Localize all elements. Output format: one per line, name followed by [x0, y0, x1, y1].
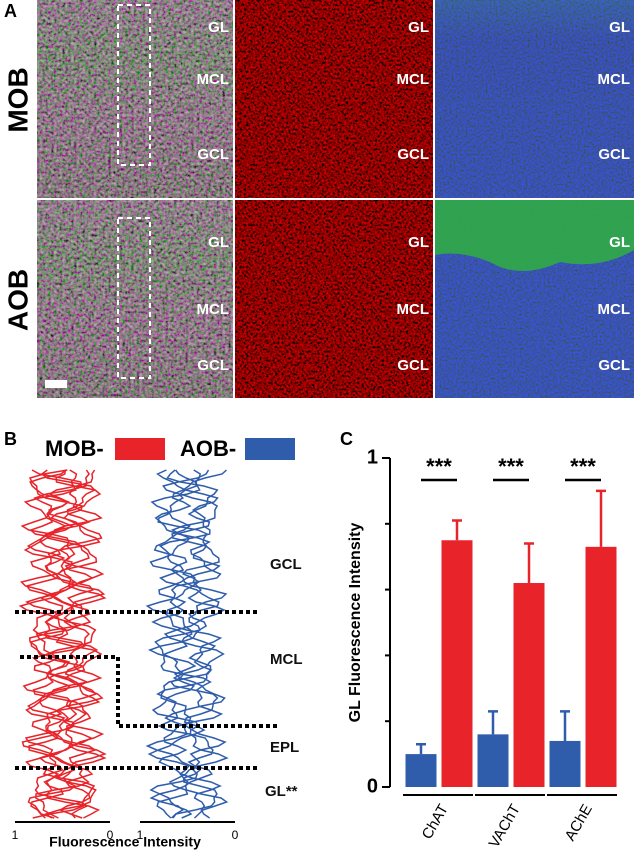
bar: [477, 734, 509, 787]
scale-bar: [45, 380, 67, 388]
layer-label: MCL: [397, 71, 430, 88]
layer-label: GL: [208, 19, 229, 36]
layer-label: MCL: [598, 301, 631, 318]
layer-label: MCL: [397, 301, 430, 318]
x-tick-label: 1: [137, 828, 144, 842]
layer-label: MCL: [197, 301, 230, 318]
layer-label: MCL: [270, 651, 303, 668]
bar: [513, 583, 545, 787]
error-bar: [596, 489, 606, 547]
layer-label: MCL: [197, 71, 230, 88]
profile-trace: [145, 469, 228, 819]
layer-label: GCL: [197, 357, 229, 374]
layer-label: GCL: [397, 146, 429, 163]
layer-label: GL: [208, 234, 229, 251]
profile-trace: [149, 469, 226, 819]
profile-trace: [145, 469, 229, 819]
profile-trace: [25, 469, 107, 819]
legend-label: AOB-: [180, 436, 236, 461]
glomeruli-staining: [435, 200, 634, 271]
x-tick-label: ChAT: [419, 801, 452, 842]
layer-boundary: [20, 655, 278, 728]
profile-trace: [147, 469, 229, 819]
x-tick-label: 1: [12, 828, 19, 842]
x-tick-label: 0: [107, 828, 114, 842]
profile-trace: [21, 469, 106, 819]
bar: [405, 754, 437, 787]
x-tick-label: AChE: [562, 801, 596, 843]
significance-label: ***: [426, 454, 452, 479]
profile-trace: [25, 469, 101, 819]
error-bar: [560, 710, 570, 741]
panel-label: C: [340, 429, 353, 449]
profile-trace: [149, 469, 228, 819]
layer-label: GL: [609, 19, 630, 36]
micrograph-texture: [435, 0, 634, 198]
layer-label: GCL: [270, 556, 302, 573]
micrograph-texture: [37, 200, 233, 398]
row-label: AOB: [2, 269, 33, 331]
profile-trace: [23, 469, 107, 819]
micrograph-texture: [37, 0, 233, 198]
profile-trace: [24, 469, 103, 819]
x-axis-label: Fluorescence Intensity: [49, 834, 201, 850]
legend-swatch: [115, 438, 165, 460]
layer-label: GCL: [598, 357, 630, 374]
layer-label: MCL: [598, 71, 631, 88]
roi-box: [117, 4, 151, 166]
micrograph-texture: [235, 200, 433, 398]
bar: [549, 740, 581, 787]
x-tick-label: 0: [232, 828, 239, 842]
roi-box: [117, 217, 151, 379]
bar: [585, 546, 617, 787]
error-bar: [416, 742, 426, 755]
layer-label: GL: [609, 234, 630, 251]
bar: [441, 540, 473, 787]
layer-label: GCL: [598, 146, 630, 163]
significance-label: ***: [498, 454, 524, 479]
layer-label: GCL: [197, 146, 229, 163]
y-tick-label: 1: [367, 446, 378, 468]
layer-label: GL**: [265, 783, 298, 800]
row-label: MOB: [2, 67, 33, 132]
error-bar: [452, 519, 462, 541]
profile-trace: [18, 469, 107, 819]
error-bar: [488, 710, 498, 735]
x-tick-label: VAChT: [486, 801, 524, 850]
panel-a-images: [37, 0, 634, 398]
error-bar: [524, 542, 534, 584]
micrograph-texture: [235, 0, 433, 198]
layer-label: GL: [408, 19, 429, 36]
y-axis-label: GL Fluorescence Intensity: [347, 523, 364, 723]
panel-label: B: [4, 429, 17, 449]
legend-label: MOB-: [45, 436, 104, 461]
y-tick-label: 0: [367, 775, 378, 797]
layer-label: GCL: [397, 357, 429, 374]
panel-label: A: [4, 1, 17, 21]
legend-swatch: [245, 438, 295, 460]
layer-label: EPL: [270, 739, 299, 756]
significance-label: ***: [570, 454, 596, 479]
layer-label: GL: [408, 234, 429, 251]
